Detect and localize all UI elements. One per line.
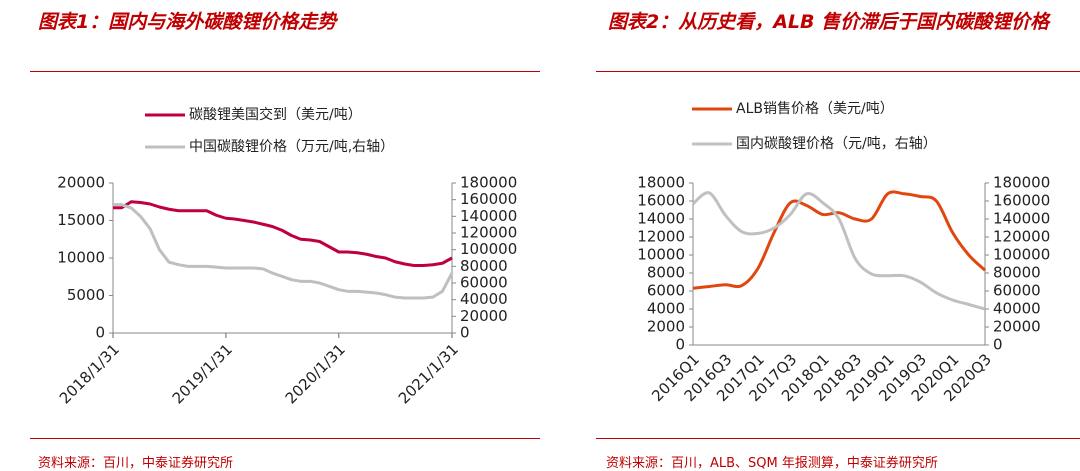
legend-label: ALB销售价格（美元/吨） — [736, 101, 894, 117]
x-tick-label: 2020/1/31 — [282, 340, 349, 407]
legend-label: 中国碳酸锂价格（万元/吨,右轴） — [189, 139, 394, 155]
legend-label: 碳酸锂美国交到（美元/吨） — [189, 106, 362, 123]
y2-tick-label: 180000 — [460, 174, 517, 192]
source-note: 资料来源：百川，ALB、SQM 年报测算，中泰证券研究所 — [606, 456, 938, 471]
chart-title: 图表2：从历史看，ALB 售价滞后于国内碳酸锂价格 — [608, 11, 1050, 33]
y2-tick-label: 140000 — [460, 207, 517, 225]
legend-label: 国内碳酸锂价格（元/吨，右轴） — [736, 136, 937, 152]
y2-tick-label: 120000 — [993, 228, 1050, 246]
y2-tick-label: 160000 — [993, 192, 1050, 210]
y-tick-label: 18000 — [637, 174, 685, 192]
y2-tick-label: 40000 — [460, 290, 508, 308]
y-tick-label: 0 — [95, 324, 105, 342]
series-line — [692, 190, 987, 290]
y-tick-label: 2000 — [647, 318, 685, 336]
y2-tick-label: 100000 — [460, 240, 517, 258]
y2-tick-label: 80000 — [993, 264, 1041, 282]
y2-tick-label: 60000 — [993, 282, 1041, 300]
chart-title: 图表1：国内与海外碳酸锂价格走势 — [38, 11, 337, 33]
y2-tick-label: 20000 — [460, 307, 508, 325]
x-tick-label: 2019/1/31 — [169, 340, 236, 407]
y2-tick-label: 80000 — [460, 257, 508, 275]
series-line — [113, 203, 454, 300]
y-tick-label: 10000 — [637, 246, 685, 264]
x-tick-label: 2021/1/31 — [395, 340, 462, 407]
y-tick-label: 5000 — [67, 286, 105, 304]
y-tick-label: 20000 — [57, 174, 105, 192]
y2-tick-label: 20000 — [993, 318, 1041, 336]
y-tick-label: 6000 — [647, 282, 685, 300]
y2-tick-label: 0 — [460, 324, 470, 342]
y2-tick-label: 160000 — [460, 190, 517, 208]
series-line — [692, 191, 986, 311]
y2-tick-label: 100000 — [993, 246, 1050, 264]
y-tick-label: 4000 — [647, 300, 685, 318]
divider — [30, 438, 540, 439]
y-tick-label: 0 — [675, 336, 685, 354]
source-note: 资料来源：百川，中泰证券研究所 — [38, 456, 234, 471]
y-tick-label: 16000 — [637, 192, 685, 210]
y2-tick-label: 60000 — [460, 274, 508, 292]
x-tick-label: 2018/1/31 — [56, 340, 123, 407]
y-tick-label: 15000 — [57, 211, 105, 229]
y2-tick-label: 40000 — [993, 300, 1041, 318]
series-line — [113, 200, 453, 267]
divider — [30, 71, 540, 72]
y-tick-label: 10000 — [57, 249, 105, 267]
y2-tick-label: 120000 — [460, 224, 517, 242]
divider — [596, 71, 1080, 72]
y2-tick-label: 140000 — [993, 210, 1050, 228]
y-tick-label: 14000 — [637, 210, 685, 228]
y2-tick-label: 0 — [993, 336, 1003, 354]
y-tick-label: 8000 — [647, 264, 685, 282]
y-tick-label: 12000 — [637, 228, 685, 246]
divider — [596, 438, 1080, 439]
y2-tick-label: 180000 — [993, 174, 1050, 192]
